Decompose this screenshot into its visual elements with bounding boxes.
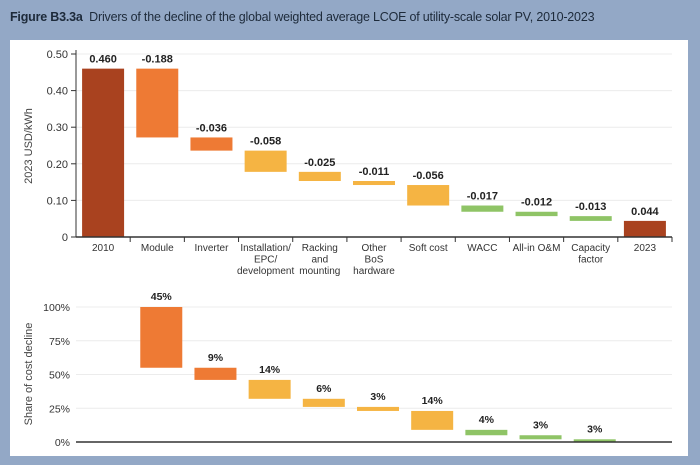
x-tick-label: BoS xyxy=(365,255,384,266)
data-label: 3% xyxy=(587,423,603,435)
y-tick-label: 0% xyxy=(55,437,70,449)
data-label: -0.036 xyxy=(196,122,227,134)
bar xyxy=(140,307,183,368)
data-label: 0.044 xyxy=(631,206,659,218)
y-tick-label: 0.20 xyxy=(47,159,68,171)
data-label: 0.460 xyxy=(89,54,117,66)
data-label: 6% xyxy=(316,383,332,395)
y-tick-label: 75% xyxy=(49,336,70,348)
data-label: -0.058 xyxy=(250,136,281,148)
y-tick-label: 0.10 xyxy=(47,195,68,207)
data-label: 3% xyxy=(533,419,549,431)
data-label: 14% xyxy=(259,364,281,376)
x-tick-label: factor xyxy=(578,255,604,266)
bar xyxy=(519,435,562,440)
bar xyxy=(465,429,508,436)
x-tick-label: development xyxy=(237,266,294,277)
x-tick-label: Installation/ xyxy=(240,243,291,254)
bar xyxy=(515,211,558,217)
bar xyxy=(248,379,291,399)
y-tick-label: 0.50 xyxy=(47,49,68,61)
data-label: -0.013 xyxy=(575,201,606,213)
x-tick-label: Capacity xyxy=(571,243,610,254)
x-tick-label: and xyxy=(311,255,328,266)
x-tick-label: Soft cost xyxy=(409,243,448,254)
bar xyxy=(298,171,341,182)
y-axis-label: 2023 USD/kWh xyxy=(23,108,35,184)
bar xyxy=(357,406,399,411)
data-label: -0.025 xyxy=(304,157,335,169)
y-tick-label: 0.30 xyxy=(47,122,68,134)
data-label: -0.188 xyxy=(142,54,173,66)
bar xyxy=(136,68,179,138)
data-label: 9% xyxy=(208,352,224,364)
x-tick-label: 2010 xyxy=(92,243,115,254)
bar xyxy=(82,68,125,237)
data-label: -0.056 xyxy=(413,170,444,182)
x-tick-label: mounting xyxy=(299,266,340,277)
data-label: -0.017 xyxy=(467,191,498,203)
y-tick-label: 100% xyxy=(43,302,70,314)
figure-label: Figure B3.3a xyxy=(10,10,83,24)
bar xyxy=(573,439,616,442)
y-tick-label: 50% xyxy=(49,370,70,382)
bar xyxy=(302,398,345,407)
x-tick-label: WACC xyxy=(467,243,497,254)
y-axis-label: Share of cost decline xyxy=(23,323,35,426)
x-tick-label: Module xyxy=(141,243,174,254)
bar xyxy=(461,205,504,212)
x-tick-label: Other xyxy=(361,243,387,254)
data-label: 45% xyxy=(151,291,173,303)
x-tick-label: hardware xyxy=(353,266,395,277)
bar xyxy=(244,150,287,172)
bar xyxy=(623,220,666,237)
bar xyxy=(194,367,237,380)
data-label: -0.012 xyxy=(521,197,552,209)
y-tick-label: 25% xyxy=(49,403,70,415)
bar xyxy=(190,137,233,151)
x-tick-label: 2023 xyxy=(634,243,657,254)
x-tick-label: All-in O&M xyxy=(513,243,561,254)
figure-title: Figure B3.3a Drivers of the decline of t… xyxy=(10,10,595,24)
figure-title-text: Drivers of the decline of the global wei… xyxy=(89,10,595,24)
y-tick-label: 0 xyxy=(62,232,68,244)
data-label: 3% xyxy=(370,391,386,403)
bar xyxy=(407,185,450,206)
bar xyxy=(411,410,454,430)
data-label: 14% xyxy=(422,395,444,407)
bar xyxy=(353,181,395,186)
x-tick-label: Inverter xyxy=(195,243,230,254)
data-label: -0.011 xyxy=(359,166,390,178)
x-tick-label: Racking xyxy=(302,243,338,254)
bar xyxy=(569,216,612,221)
y-tick-label: 0.40 xyxy=(47,86,68,98)
x-tick-label: EPC/ xyxy=(254,255,278,266)
data-label: 4% xyxy=(479,414,495,426)
